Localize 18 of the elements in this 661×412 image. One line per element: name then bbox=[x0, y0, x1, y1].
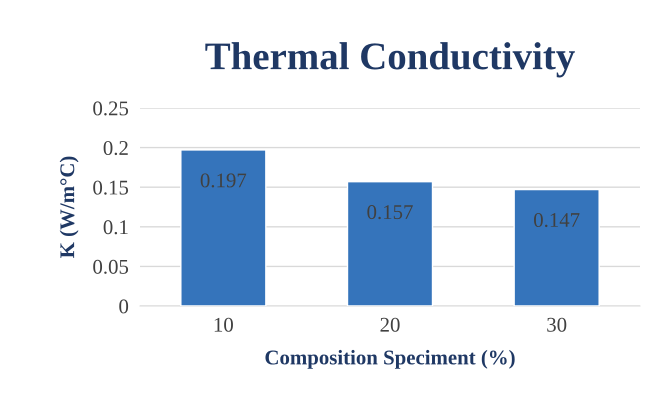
data-label: 0.197 bbox=[200, 173, 246, 188]
data-label: 0.147 bbox=[534, 212, 580, 228]
y-tick-label: 0.15 bbox=[93, 180, 128, 195]
y-tick-label: 0.2 bbox=[104, 140, 128, 156]
x-axis-title: Composition Speciment (%) bbox=[265, 350, 515, 369]
y-axis-title: K (W/m°C) bbox=[60, 156, 79, 258]
x-tick-label: 10 bbox=[214, 318, 233, 332]
bar bbox=[513, 188, 600, 306]
y-tick-label: 0.25 bbox=[93, 101, 128, 116]
x-tick-label: 30 bbox=[547, 318, 566, 332]
data-label: 0.157 bbox=[367, 205, 413, 220]
y-tick-label: 0.05 bbox=[93, 260, 128, 274]
bar bbox=[180, 149, 267, 306]
y-tick-label: 0 bbox=[119, 299, 128, 314]
bar bbox=[346, 180, 434, 306]
y-tick-label: 0.1 bbox=[104, 220, 128, 234]
chart-title: Thermal Conductivity bbox=[205, 42, 575, 78]
x-tick-label: 20 bbox=[380, 318, 400, 332]
